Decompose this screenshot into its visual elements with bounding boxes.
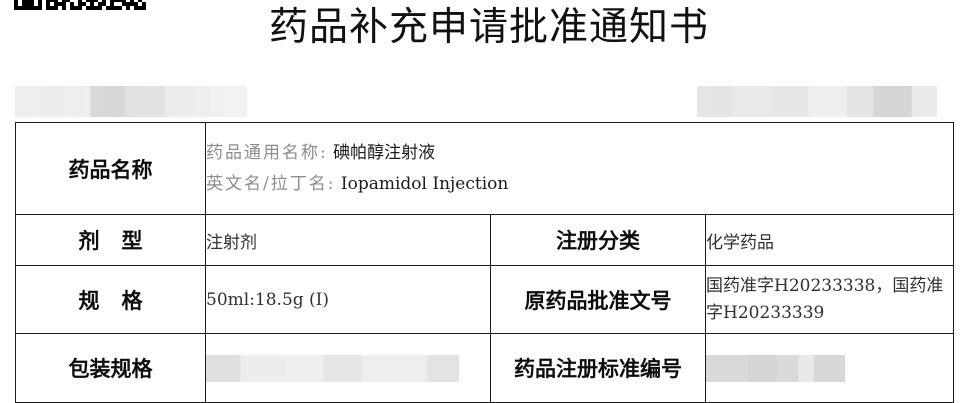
row-label-original-approval-number: 原药品批准文号 xyxy=(490,265,706,334)
row-label-dosage-form: 剂型 xyxy=(15,214,206,266)
row-value-registration-category: 化学药品 xyxy=(705,214,954,266)
table-row: 剂型 注射剂 注册分类 化学药品 xyxy=(15,214,954,266)
row-value-original-approval-number: 国药准字H20233338，国药准字H20233339 xyxy=(705,265,954,334)
redacted-field-top-right xyxy=(697,86,937,117)
table-row: 药品名称 药品通用名称: 碘帕醇注射液 英文名/拉丁名: Iopamidol I… xyxy=(15,122,954,215)
generic-name-label: 药品通用名称: xyxy=(206,142,328,163)
qr-code xyxy=(14,0,150,22)
row-label-registration-category: 注册分类 xyxy=(490,214,706,266)
row-label-dosage-form-text: 剂型 xyxy=(78,228,165,253)
latin-name-value: Iopamidol Injection xyxy=(340,173,509,194)
row-label-drug-name: 药品名称 xyxy=(15,122,206,215)
table-row: 包装规格 药品注册标准编号 xyxy=(15,333,954,403)
row-value-specification: 50ml:18.5g (I) xyxy=(205,265,491,334)
row-value-package-specification xyxy=(205,333,491,403)
row-label-specification-text: 规格 xyxy=(78,287,165,313)
latin-name-label: 英文名/拉丁名: xyxy=(206,173,336,194)
generic-name-line: 药品通用名称: 碘帕醇注射液 xyxy=(206,138,953,169)
row-label-package-specification: 包装规格 xyxy=(15,333,206,403)
redacted-registration-standard-number xyxy=(706,354,845,382)
row-label-registration-standard-number: 药品注册标准编号 xyxy=(490,333,706,403)
row-label-specification: 规格 xyxy=(15,265,206,334)
latin-name-line: 英文名/拉丁名: Iopamidol Injection xyxy=(206,169,953,200)
page-title: 药品补充申请批准通知书 xyxy=(268,5,709,50)
row-value-dosage-form: 注射剂 xyxy=(205,214,491,266)
row-value-registration-standard-number xyxy=(705,333,954,403)
redacted-package-specification xyxy=(206,354,459,382)
generic-name-value: 碘帕醇注射液 xyxy=(333,142,436,163)
redacted-field-top-left xyxy=(15,86,247,117)
document-header: 药品补充申请批准通知书 xyxy=(0,0,978,80)
drug-information-table: 药品名称 药品通用名称: 碘帕醇注射液 英文名/拉丁名: Iopamidol I… xyxy=(15,122,954,403)
row-value-drug-name: 药品通用名称: 碘帕醇注射液 英文名/拉丁名: Iopamidol Inject… xyxy=(205,122,954,215)
table-row: 规格 50ml:18.5g (I) 原药品批准文号 国药准字H20233338，… xyxy=(15,265,954,334)
